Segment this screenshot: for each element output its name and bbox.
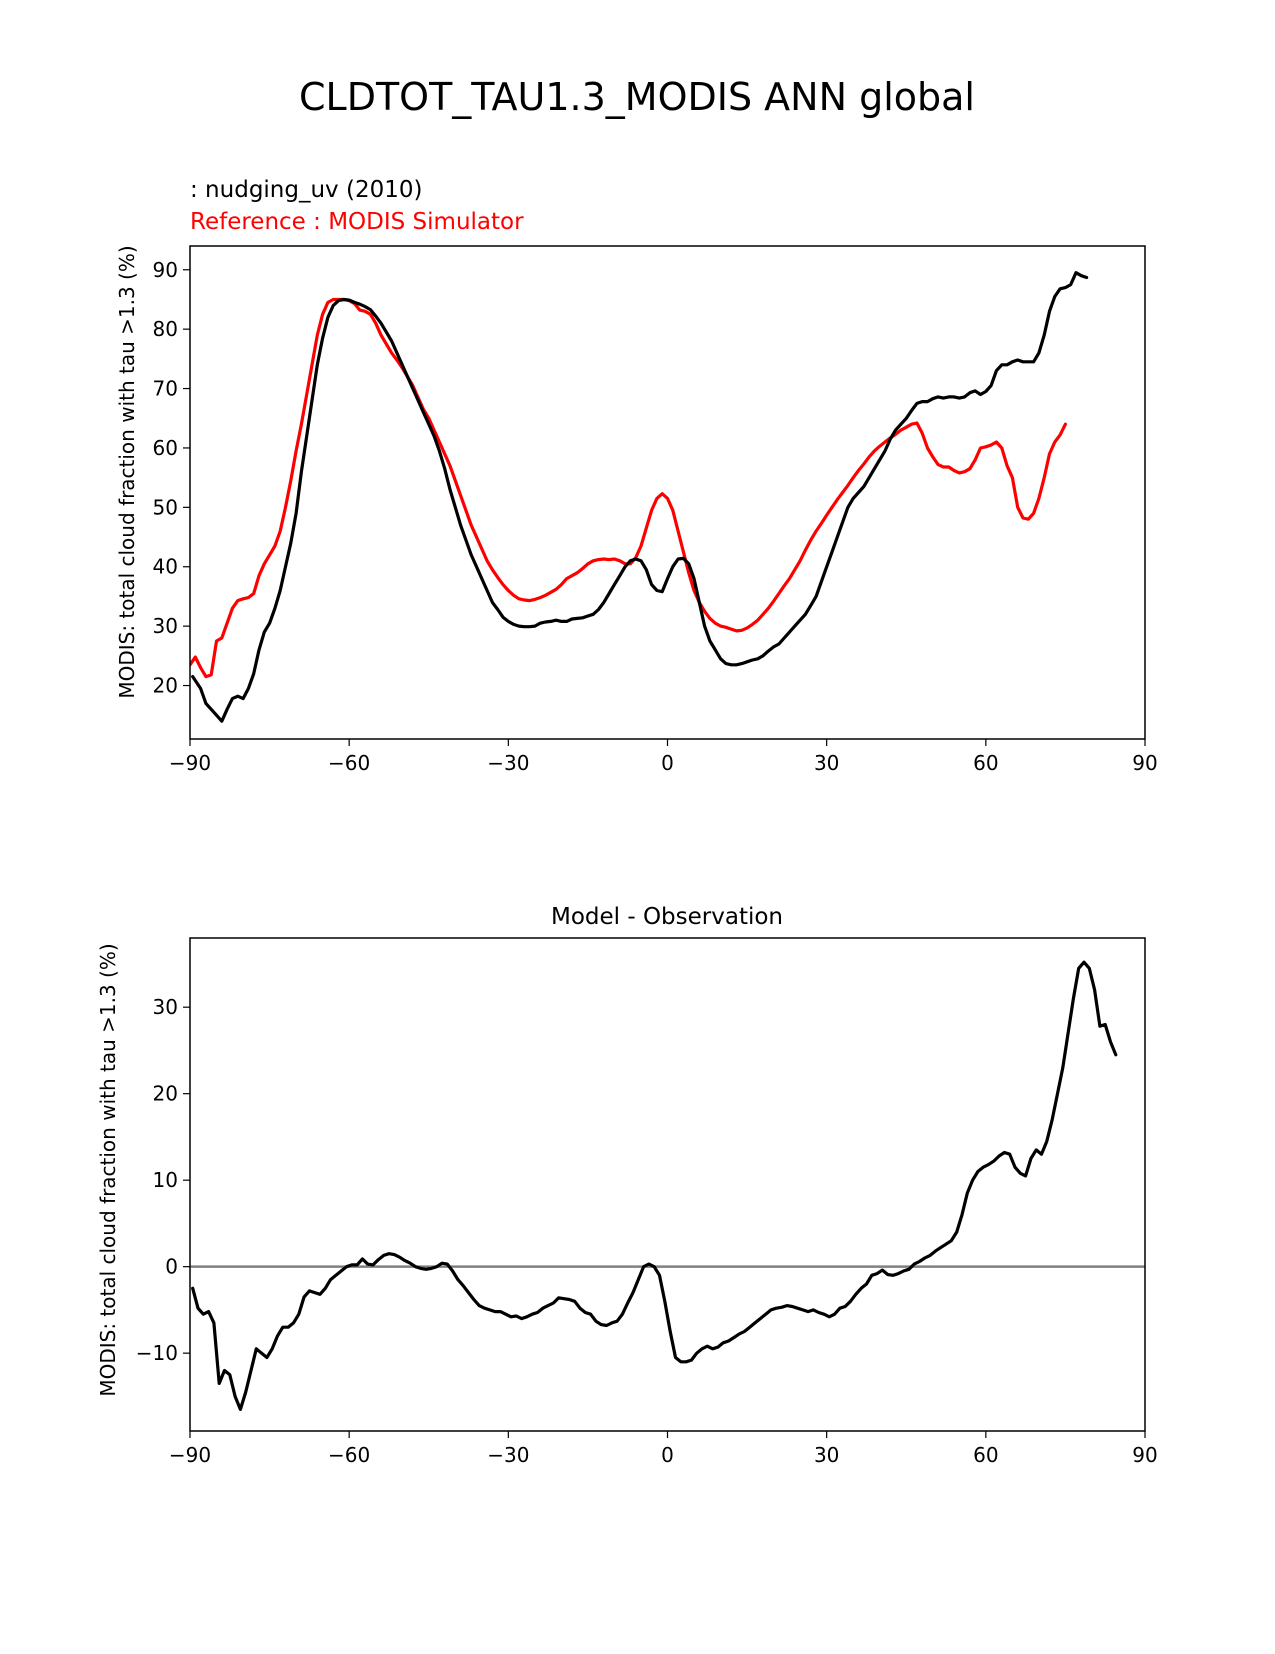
top-x-tick-label: 90 bbox=[1132, 751, 1157, 775]
figure-title: CLDTOT_TAU1.3_MODIS ANN global bbox=[299, 75, 975, 119]
top-y-tick-label: 50 bbox=[153, 495, 178, 519]
top-y-tick-label: 30 bbox=[153, 614, 178, 638]
bottom-y-tick-label: 20 bbox=[153, 1082, 178, 1106]
bottom-x-tick-label: 30 bbox=[814, 1443, 839, 1467]
top-y-tick-label: 70 bbox=[153, 377, 178, 401]
bottom-y-tick-label: 0 bbox=[165, 1255, 178, 1279]
bottom-y-tick-label: −10 bbox=[136, 1341, 178, 1365]
top-y-tick-label: 60 bbox=[153, 436, 178, 460]
bottom-chart-frame bbox=[189, 937, 1146, 1432]
bottom-chart-title: Model - Observation bbox=[551, 904, 783, 930]
top-y-tick-label: 20 bbox=[153, 674, 178, 698]
bottom-x-tick-label: −90 bbox=[169, 1443, 211, 1467]
bottom-chart-y-axis-label: MODIS: total cloud fraction with tau >1.… bbox=[96, 943, 120, 1396]
top-chart-reference-subtitle: Reference : MODIS Simulator bbox=[190, 209, 524, 235]
top-x-tick-label: −30 bbox=[487, 751, 529, 775]
top-chart-model-subtitle: : nudging_uv (2010) bbox=[190, 177, 422, 203]
bottom-y-tick-label: 30 bbox=[153, 995, 178, 1019]
bottom-x-tick-label: −30 bbox=[487, 1443, 529, 1467]
bottom-series-line-model bbox=[191, 960, 1118, 1411]
top-chart: : nudging_uv (2010) Reference : MODIS Si… bbox=[115, 177, 1158, 775]
bottom-x-tick-label: 0 bbox=[661, 1443, 674, 1467]
top-series-line-model bbox=[191, 271, 1089, 723]
bottom-chart: Model - Observation MODIS: total cloud f… bbox=[96, 904, 1158, 1467]
bottom-x-tick-label: 90 bbox=[1132, 1443, 1157, 1467]
top-y-tick-label: 40 bbox=[153, 555, 178, 579]
top-x-tick-label: −90 bbox=[169, 751, 211, 775]
top-y-tick-label: 80 bbox=[153, 317, 178, 341]
top-chart-y-axis-label: MODIS: total cloud fraction with tau >1.… bbox=[115, 245, 139, 698]
bottom-x-tick-label: 60 bbox=[973, 1443, 998, 1467]
top-x-tick-label: 30 bbox=[814, 751, 839, 775]
bottom-y-tick-label: 10 bbox=[153, 1168, 178, 1192]
top-x-tick-label: 60 bbox=[973, 751, 998, 775]
top-chart-frame bbox=[189, 245, 1146, 740]
top-y-tick-label: 90 bbox=[153, 258, 178, 282]
top-x-tick-label: 0 bbox=[661, 751, 674, 775]
top-x-tick-label: −60 bbox=[328, 751, 370, 775]
bottom-x-tick-label: −60 bbox=[328, 1443, 370, 1467]
